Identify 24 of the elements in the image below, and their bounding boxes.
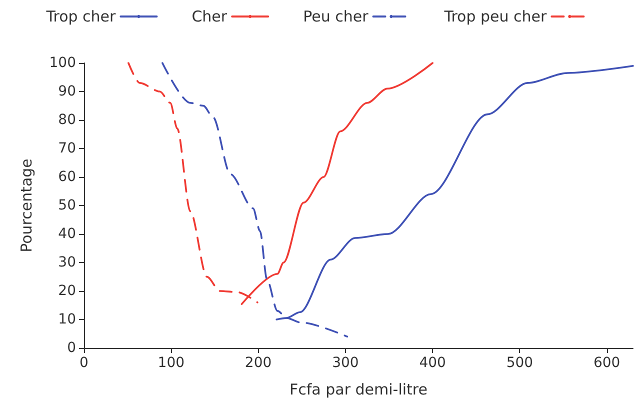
x-tick-label: 300	[332, 355, 359, 371]
y-tick-label: 10	[58, 312, 76, 328]
y-tick-label: 50	[58, 198, 76, 214]
x-tick-label: 600	[593, 355, 620, 371]
y-tick-label: 40	[58, 226, 76, 242]
y-tick-label: 20	[58, 283, 76, 299]
x-tick-label: 0	[80, 355, 88, 371]
legend-label: Trop peu cher	[443, 8, 548, 26]
legend-label: Peu cher	[303, 8, 370, 26]
x-tick-label: 200	[244, 355, 272, 371]
x-axis-title: Fcfa par demi-litre	[290, 380, 428, 398]
x-tick-label: 100	[158, 355, 185, 371]
y-tick-label: 60	[58, 169, 76, 185]
x-tick-label: 500	[506, 355, 534, 371]
y-tick-label: 80	[58, 112, 76, 128]
y-tick-label: 0	[67, 340, 76, 356]
legend-label: Trop cher	[45, 8, 117, 26]
y-axis-title: Pourcentage	[18, 158, 36, 252]
x-tick-label: 400	[419, 355, 446, 371]
y-tick-label: 70	[58, 140, 76, 156]
legend-label: Cher	[192, 8, 228, 26]
y-tick-label: 30	[58, 254, 76, 270]
y-tick-label: 100	[49, 55, 76, 71]
y-tick-label: 90	[58, 84, 76, 100]
